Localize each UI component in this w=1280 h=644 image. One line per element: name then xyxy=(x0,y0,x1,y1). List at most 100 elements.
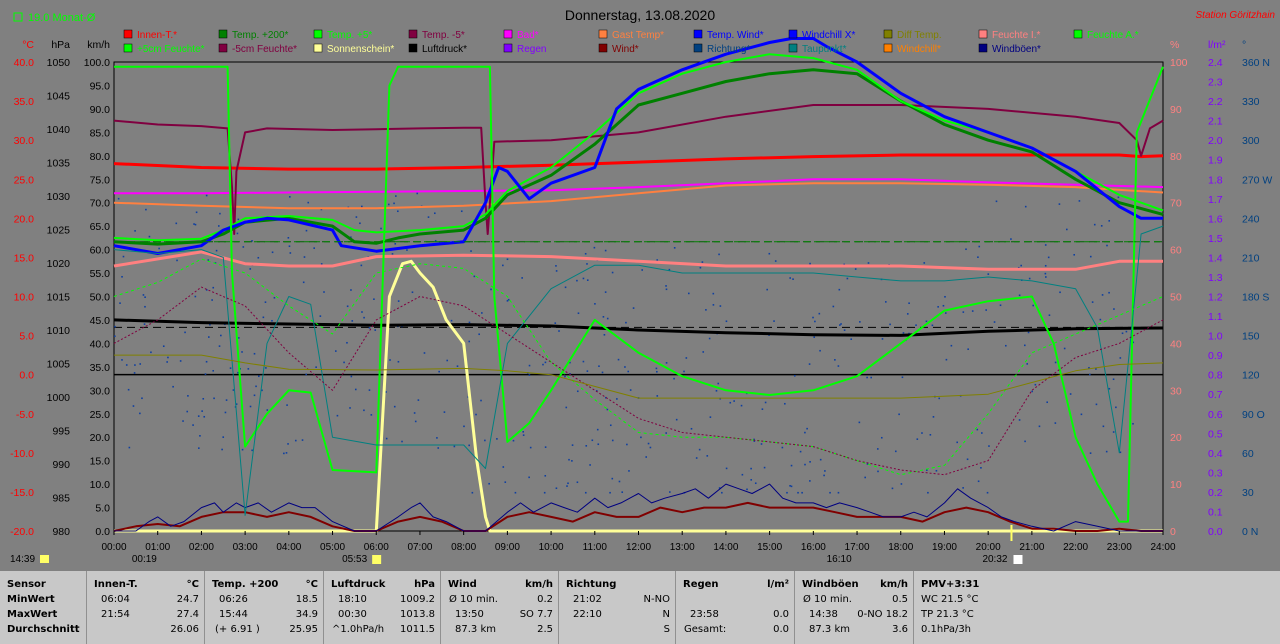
direction-point xyxy=(473,275,476,278)
temp-axis-tick-label: -10.0 xyxy=(10,448,34,460)
direction-point xyxy=(222,436,225,438)
direction-point xyxy=(944,295,946,298)
direction-point xyxy=(1108,387,1111,390)
direction-point xyxy=(839,324,841,326)
direction-point xyxy=(133,372,136,374)
direction-point xyxy=(945,358,948,361)
legend-label: Sonnenschein* xyxy=(327,44,394,55)
direction-point xyxy=(502,264,504,267)
legend-label: Gast Temp* xyxy=(612,30,664,41)
direction-point xyxy=(490,288,492,291)
direction-point xyxy=(1089,255,1092,258)
direction-point xyxy=(1044,272,1047,275)
direction-point xyxy=(750,479,753,481)
rain-axis-tick-label: 1.7 xyxy=(1208,194,1223,206)
direction-axis-tick-label: 270 W xyxy=(1242,174,1272,186)
legend-label: Windböen* xyxy=(992,44,1041,55)
direction-point xyxy=(606,317,609,320)
direction-point xyxy=(1047,256,1050,259)
temp200-unit: °C xyxy=(305,579,318,590)
direction-point xyxy=(195,211,198,214)
rain-axis-tick-label: 1.6 xyxy=(1208,213,1223,225)
pressure-axis-tick-label: 1050 xyxy=(47,57,71,69)
direction-point xyxy=(695,457,698,459)
humidity-axis-tick-label: 10 xyxy=(1170,479,1182,491)
humidity-axis-tick-label: 100 xyxy=(1170,57,1188,69)
direction-point xyxy=(606,408,609,411)
pressure-axis-unit-label: hPa xyxy=(51,39,70,51)
wind-axis-tick-label: 20.0 xyxy=(90,432,111,444)
direction-point xyxy=(1088,366,1090,369)
direction-point xyxy=(197,415,200,417)
direction-point xyxy=(255,385,257,388)
direction-point xyxy=(1066,228,1068,231)
temp-axis-tick-label: -15.0 xyxy=(10,487,34,499)
direction-point xyxy=(754,482,757,485)
direction-point xyxy=(870,376,872,379)
temp-axis-unit-label: °C xyxy=(22,39,34,51)
windboe-unit: km/h xyxy=(880,579,908,590)
direction-point xyxy=(162,345,165,348)
legend-label: Wind* xyxy=(612,44,639,55)
direction-point xyxy=(374,329,377,331)
direction-point xyxy=(1078,200,1081,202)
direction-point xyxy=(591,439,594,442)
direction-point xyxy=(1027,331,1030,334)
direction-point xyxy=(708,337,711,340)
direction-point xyxy=(361,205,363,208)
tmin-time-label: 00:19 xyxy=(132,554,157,565)
direction-point xyxy=(846,277,849,280)
legend-label: Temp. +5* xyxy=(327,30,372,41)
direction-point xyxy=(935,469,938,472)
direction-point xyxy=(166,361,168,363)
direction-point xyxy=(142,294,145,296)
direction-point xyxy=(212,369,215,372)
direction-point xyxy=(626,443,628,446)
direction-point xyxy=(262,316,265,319)
innen-min: 24.7 xyxy=(176,594,199,605)
direction-point xyxy=(1095,403,1098,406)
direction-axis-tick-label: 300 xyxy=(1242,135,1260,147)
legend-swatch xyxy=(788,43,798,53)
direction-point xyxy=(481,312,483,314)
pressure-axis-tick-label: 1005 xyxy=(47,359,71,371)
direction-point xyxy=(158,247,160,250)
direction-point xyxy=(194,295,197,298)
direction-axis-tick-label: 210 xyxy=(1242,252,1260,264)
direction-point xyxy=(251,449,253,452)
regen-title: Regen xyxy=(683,579,719,590)
direction-point xyxy=(193,223,195,225)
direction-point xyxy=(698,448,701,451)
direction-point xyxy=(114,335,116,338)
direction-point xyxy=(128,446,131,449)
direction-point xyxy=(902,332,905,334)
direction-point xyxy=(350,289,352,291)
direction-point xyxy=(702,351,705,353)
legend-label: Feuchte A.* xyxy=(1087,30,1139,41)
direction-axis-tick-label: 360 N xyxy=(1242,57,1270,69)
direction-point xyxy=(192,424,194,426)
x-tick-label: 15:00 xyxy=(757,542,782,553)
direction-point xyxy=(242,246,245,248)
series-temp5 xyxy=(113,53,1164,242)
direction-point xyxy=(1112,378,1115,381)
direction-point xyxy=(1034,383,1037,386)
direction-point xyxy=(931,324,934,327)
direction-axis-tick-label: 180 S xyxy=(1242,292,1269,304)
sunrise-time-label: 05:53 xyxy=(342,554,367,565)
wind-min: 0.2 xyxy=(537,594,553,605)
direction-point xyxy=(1117,196,1120,199)
direction-point xyxy=(774,260,777,262)
direction-point xyxy=(264,301,267,303)
legend-swatch xyxy=(693,43,703,53)
monthly-avg-icon xyxy=(13,12,23,22)
direction-point xyxy=(881,338,884,340)
direction-point xyxy=(368,326,371,329)
pressure-axis-tick-label: 1045 xyxy=(47,91,71,103)
direction-axis-tick-label: 120 xyxy=(1242,370,1260,382)
direction-point xyxy=(361,311,363,313)
direction-point xyxy=(675,418,678,421)
humidity-axis-tick-label: 30 xyxy=(1170,385,1182,397)
direction-point xyxy=(212,286,215,289)
direction-point xyxy=(355,216,358,218)
